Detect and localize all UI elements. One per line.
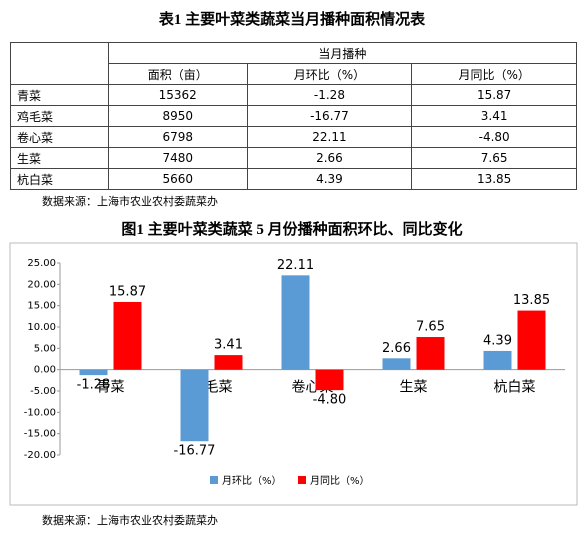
bar [517,310,546,370]
legend-swatch [210,476,218,484]
y-tick-label: -10.00 [24,407,56,418]
bar [416,337,445,370]
value-label: 13.85 [513,293,550,308]
corner [10,42,109,85]
bar [113,301,142,370]
column-header: 月同比（%） [411,63,577,85]
y-tick-label: -5.00 [30,386,56,397]
table: 当月播种 面积（亩） 月环比（%） 月同比（%） 青菜 15362 -1.28 15.87… [10,42,578,190]
cell: 13.85 [411,168,577,190]
cell: 8950 [107,105,248,127]
table-title: 表1 主要叶菜类蔬菜当月播种面积情况表 [158,12,426,28]
cell: 鸡毛菜 [10,105,109,127]
y-tick-label: 20.00 [27,279,56,290]
value-label: -1.28 [77,378,111,393]
cell: 6798 [107,126,248,148]
y-tick-label: 5.00 [34,343,56,354]
bar [382,358,411,370]
cell: 杭白菜 [10,168,109,190]
chart-title: 图1 主要叶菜类蔬菜 5 月份播种面积环比、同比变化 [121,222,463,238]
x-tick-label: 杭白菜 [494,380,536,396]
legend-swatch [298,476,306,484]
value-label: 4.39 [483,333,512,348]
value-label: 22.11 [277,258,314,273]
value-label: 3.41 [214,338,243,353]
legend-label: 月同比（%） [310,475,370,487]
x-tick-label: 青菜 [97,380,125,396]
source: 数据来源：上海市农业农村委蔬菜办 [42,514,218,527]
bar [483,350,512,370]
y-tick-label: -15.00 [24,429,56,440]
bar [281,275,310,370]
bar [315,369,344,391]
source: 数据来源：上海市农业农村委蔬菜办 [42,195,218,208]
chart-frame [9,242,578,506]
y-tick-label: -20.00 [24,450,56,461]
cell: 生菜 [10,147,109,169]
value-label: 2.66 [382,341,411,356]
y-tick-label: 15.00 [27,301,56,312]
cell: 卷心菜 [10,126,109,148]
value-label: 7.65 [416,320,445,335]
x-tick-label: 生菜 [400,380,428,396]
y-tick-label: 0.00 [34,365,56,376]
bar [214,355,243,370]
legend-label: 月环比（%） [222,475,282,487]
y-tick-label: 10.00 [27,322,56,333]
y-tick-label: 25.00 [27,258,56,269]
bar [79,369,108,376]
cell: 4.39 [246,168,413,190]
value-label: -4.80 [313,393,347,408]
value-label: 15.87 [109,284,146,299]
bar [180,369,209,442]
value-label: -16.77 [174,444,216,459]
cell: 5660 [107,168,248,190]
column-header: 面积（亩） [107,63,248,85]
